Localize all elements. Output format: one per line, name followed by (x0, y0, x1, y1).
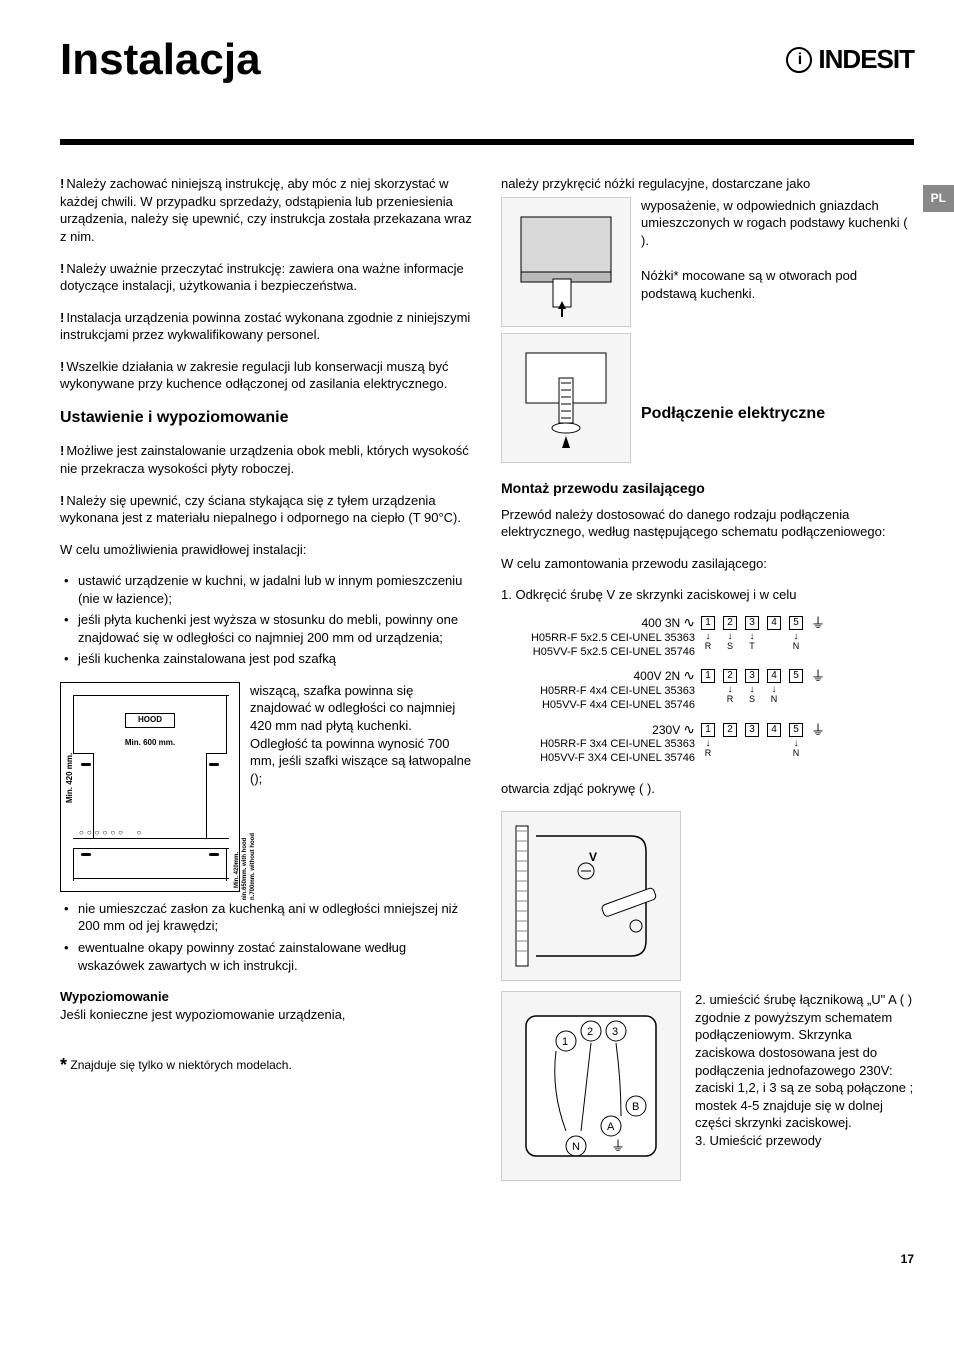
ground-icon: ⏚ (811, 723, 825, 737)
brand-icon (786, 47, 812, 73)
wiring-spec: 400 3N H05RR-F 5x2.5 CEI-UNEL 35363 H05V… (501, 614, 701, 659)
wiring-spec: 230V H05RR-F 3x4 CEI-UNEL 35363 H05VV-F … (501, 721, 701, 766)
footnote: * Znajduje się tylko w niektórych modela… (60, 1053, 473, 1077)
left-column: Należy zachować niniejszą instrukcję, ab… (60, 175, 473, 1191)
svg-text:B: B (632, 1101, 639, 1113)
ground-icon: ⏚ (811, 616, 825, 630)
heading-positioning: Ustawienie i wypoziomowanie (60, 407, 473, 429)
para-leveling: Jeśli konieczne jest wypoziomowanie urzą… (60, 1006, 473, 1024)
para-feet-equipment: wyposażenie, w odpowiednich gniazdach um… (641, 198, 908, 248)
terminal-box-diagram: 1 2 3 A B N ⏚ (501, 991, 681, 1181)
kitchen-diagram-text: wiszącą, szafka powinna się znajdować w … (250, 683, 471, 786)
wiring-terminals: 1 2R 3S 4N 5 ⏚ (701, 667, 914, 704)
feet-block-1: wyposażenie, w odpowiednich gniazdach um… (501, 197, 914, 333)
step-2: 2. umieścić śrubę łącznikową „U" A ( ) z… (695, 992, 913, 1130)
page-header: Instalacja INDESIT (60, 30, 914, 89)
asterisk-icon: * (60, 1055, 67, 1075)
wiring-terminals: 1R 2 3 4 5N ⏚ (701, 721, 914, 758)
svg-text:V: V (589, 850, 597, 864)
install-list-1: ustawić urządzenie w kuchni, w jadalni l… (60, 572, 473, 668)
list-item: jeśli płyta kuchenki jest wyższa w stosu… (60, 611, 473, 646)
brand-text: INDESIT (818, 42, 914, 77)
kitchen-clearance-diagram: HOOD Min. 600 mm. Min. 420 mm. Min. 420m… (60, 682, 240, 892)
cover-block: V (501, 811, 914, 991)
content-columns: PL Należy zachować niniejszą instrukcję,… (60, 175, 914, 1191)
warning-read-manual: Należy uważnie przeczytać instrukcję: za… (60, 260, 473, 295)
para-cable-adapt: Przewód należy dostosować do danego rodz… (501, 506, 914, 541)
list-item: jeśli kuchenka zainstalowana jest pod sz… (60, 650, 473, 668)
list-item: ustawić urządzenie w kuchni, w jadalni l… (60, 572, 473, 607)
install-list-2: nie umieszczać zasłon za kuchenką ani w … (60, 900, 473, 974)
warning-keep-manual: Należy zachować niniejszą instrukcję, ab… (60, 175, 473, 245)
kitchen-diagram-block: HOOD Min. 600 mm. Min. 420 mm. Min. 420m… (60, 682, 473, 900)
warning-wall: Należy się upewnić, czy ściana stykająca… (60, 492, 473, 527)
wiring-row-400-3n: 400 3N H05RR-F 5x2.5 CEI-UNEL 35363 H05V… (501, 614, 914, 659)
page-title: Instalacja (60, 30, 261, 89)
right-column: należy przykręcić nóżki regulacyjne, dos… (501, 175, 914, 1191)
page-number: 17 (60, 1251, 914, 1267)
warning-maintenance: Wszelkie działania w zakresie regulacji … (60, 358, 473, 393)
wiring-row-400-2n: 400V 2N H05RR-F 4x4 CEI-UNEL 35363 H05VV… (501, 667, 914, 712)
list-item: ewentualne okapy powinny zostać zainstal… (60, 939, 473, 974)
ac-icon (683, 618, 695, 630)
warning-furniture: Możliwe jest zainstalowanie urządzenia o… (60, 442, 473, 477)
heading-leveling: Wypoziomowanie (60, 988, 473, 1006)
ac-icon (683, 725, 695, 737)
para-feet-holes: Nóżki* mocowane są w otworach pod podsta… (641, 268, 857, 301)
svg-text:3: 3 (612, 1026, 618, 1038)
wiring-terminals: 1R 2S 3T 4 5N ⏚ (701, 614, 914, 651)
wiring-spec: 400V 2N H05RR-F 4x4 CEI-UNEL 35363 H05VV… (501, 667, 701, 712)
diagram-min600-label: Min. 600 mm. (125, 738, 175, 749)
para-cable-mount: W celu zamontowania przewodu zasilająceg… (501, 555, 914, 573)
diagram-min420-right-label: Min. 420mm.min.650mm. with hoodmin.700mm… (233, 833, 257, 900)
svg-text:1: 1 (562, 1036, 568, 1048)
ac-icon (683, 671, 695, 683)
step-3: 3. Umieścić przewody (695, 1133, 821, 1148)
ground-icon: ⏚ (811, 669, 825, 683)
brand-logo: INDESIT (786, 42, 914, 77)
language-tab: PL (923, 185, 954, 211)
para-remove-cover: otwarcia zdjąć pokrywę ( ). (501, 780, 914, 798)
foot-screw-diagram (501, 333, 631, 463)
foot-corner-diagram (501, 197, 631, 327)
list-item: nie umieszczać zasłon za kuchenką ani w … (60, 900, 473, 935)
svg-text:A: A (607, 1121, 615, 1133)
para-feet-intro: należy przykręcić nóżki regulacyjne, dos… (501, 175, 914, 193)
warning-installation: Instalacja urządzenia powinna zostać wyk… (60, 309, 473, 344)
para-install-intro: W celu umożliwienia prawidłowej instalac… (60, 541, 473, 559)
wiring-row-230v: 230V H05RR-F 3x4 CEI-UNEL 35363 H05VV-F … (501, 721, 914, 766)
header-rule (60, 139, 914, 145)
wiring-table: 400 3N H05RR-F 5x2.5 CEI-UNEL 35363 H05V… (501, 614, 914, 766)
step-1: 1. Odkręcić śrubę V ze skrzynki zaciskow… (501, 586, 914, 604)
svg-text:N: N (572, 1141, 580, 1153)
feet-block-2: Podłączenie elektryczne (501, 333, 914, 473)
terminal-cover-diagram: V (501, 811, 681, 981)
heading-cable-mounting: Montaż przewodu zasilającego (501, 479, 914, 498)
diagram-hood-label: HOOD (125, 713, 175, 728)
svg-text:⏚: ⏚ (611, 1138, 625, 1154)
svg-text:2: 2 (587, 1026, 593, 1038)
terminal-block: 1 2 3 A B N ⏚ 2. umieścić śrubę łączniko… (501, 991, 914, 1191)
diagram-min420-left-label: Min. 420 mm. (65, 753, 76, 803)
